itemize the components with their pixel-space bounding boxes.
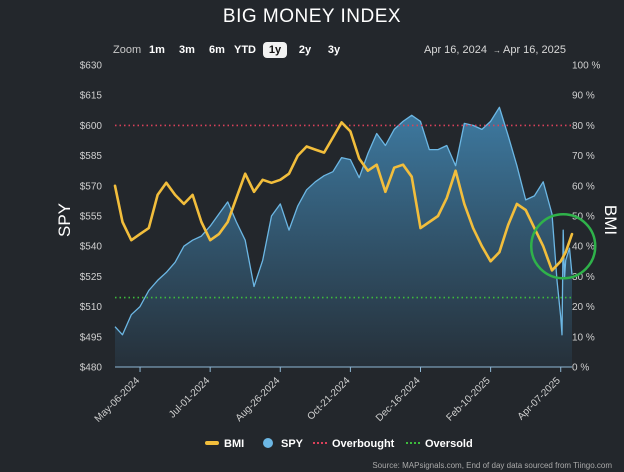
plot-area	[113, 106, 597, 368]
range-arrow-icon: →	[493, 46, 501, 55]
zoom-button-label: 6m	[209, 44, 225, 56]
right-axis-ticks: 0 % 10 % 20 % 30 % 40 % 50 % 60 % 70 % 80 % 90 % 1…	[572, 61, 600, 374]
right-tick-label: 70 %	[572, 151, 595, 162]
spy-line	[114, 106, 573, 336]
x-tick-label: Dec-16-2024	[374, 375, 423, 424]
right-tick-label: 50 %	[572, 212, 595, 223]
left-tick-label: $615	[80, 91, 103, 102]
left-axis-title: SPY	[55, 203, 74, 237]
legend-item-oversold[interactable]: Oversold	[406, 438, 473, 450]
zoom-button-label: 1y	[269, 44, 282, 56]
legend-label: BMI	[224, 438, 244, 450]
zoom-button-label: 3y	[328, 44, 341, 56]
zoom-button-1y[interactable]: 1y	[263, 42, 287, 58]
left-tick-label: $495	[80, 332, 103, 343]
left-tick-label: $480	[80, 363, 103, 374]
zoom-button-1m[interactable]: 1m	[149, 44, 165, 56]
zoom-button-label: 2y	[299, 44, 312, 56]
left-tick-label: $570	[80, 181, 103, 192]
zoom-button-label: YTD	[234, 44, 256, 56]
zoom-label: Zoom	[113, 44, 141, 56]
spy-area	[115, 107, 572, 368]
right-tick-label: 60 %	[572, 181, 595, 192]
chart-title: BIG MONEY INDEX	[223, 6, 401, 27]
right-tick-label: 100 %	[572, 61, 600, 72]
right-tick-label: 20 %	[572, 302, 595, 313]
x-tick-label: Apr-07-2025	[516, 375, 563, 422]
right-tick-label: 90 %	[572, 91, 595, 102]
zoom-button-label: 1m	[149, 44, 165, 56]
zoom-button-6m[interactable]: 6m	[209, 44, 225, 56]
left-axis-ticks: $480 $495 $510 $525 $540 $555 $570 $585 $600 $615…	[80, 61, 103, 374]
right-axis-title: BMI	[601, 205, 620, 235]
legend-item-spy[interactable]: SPY	[263, 438, 304, 450]
right-tick-label: 30 %	[572, 272, 595, 283]
source-note: Source: MAPsignals.com, End of day data …	[372, 461, 612, 470]
legend-swatch	[263, 438, 273, 448]
x-tick-label: Feb-10-2025	[444, 375, 493, 424]
zoom-button-label: 3m	[179, 44, 195, 56]
right-tick-label: 10 %	[572, 332, 595, 343]
x-tick-label: Jul-01-2024	[167, 375, 212, 420]
left-tick-label: $540	[80, 242, 103, 253]
zoom-button-ytd[interactable]: YTD	[234, 44, 256, 56]
legend-swatch	[205, 441, 219, 445]
x-axis-ticks: May-06-2024 Jul-01-2024 Aug-26-2024 Oct-21-…	[93, 367, 563, 425]
x-tick-label: Oct-21-2024	[305, 375, 352, 422]
zoom-active-highlight	[263, 42, 287, 58]
legend-item-overbought[interactable]: Overbought	[313, 438, 395, 450]
zoom-buttons: 1m 3m 6m YTD 1y 2y 3y	[149, 42, 341, 58]
legend-label: Overbought	[332, 438, 395, 450]
zoom-button-3m[interactable]: 3m	[179, 44, 195, 56]
legend-label: SPY	[281, 438, 304, 450]
zoom-button-2y[interactable]: 2y	[299, 44, 312, 56]
x-tick-label: Aug-26-2024	[234, 375, 283, 424]
bmi-line	[113, 121, 574, 272]
legend-label: Oversold	[425, 438, 473, 450]
right-tick-label: 80 %	[572, 121, 595, 132]
zoom-button-3y[interactable]: 3y	[328, 44, 341, 56]
left-tick-label: $510	[80, 302, 103, 313]
x-tick-label: May-06-2024	[93, 375, 143, 425]
left-tick-label: $525	[80, 272, 103, 283]
left-tick-label: $555	[80, 212, 103, 223]
left-tick-label: $630	[80, 61, 103, 72]
left-tick-label: $600	[80, 121, 103, 132]
highlight-circle	[529, 212, 597, 280]
range-end[interactable]: Apr 16, 2025	[503, 44, 566, 56]
right-tick-label: 0 %	[572, 363, 589, 374]
right-tick-label: 40 %	[572, 242, 595, 253]
range-start[interactable]: Apr 16, 2024	[424, 44, 487, 56]
legend-item-bmi[interactable]: BMI	[205, 438, 244, 450]
left-tick-label: $585	[80, 151, 103, 162]
legend: BMI SPY Overbought Oversold	[205, 438, 473, 450]
